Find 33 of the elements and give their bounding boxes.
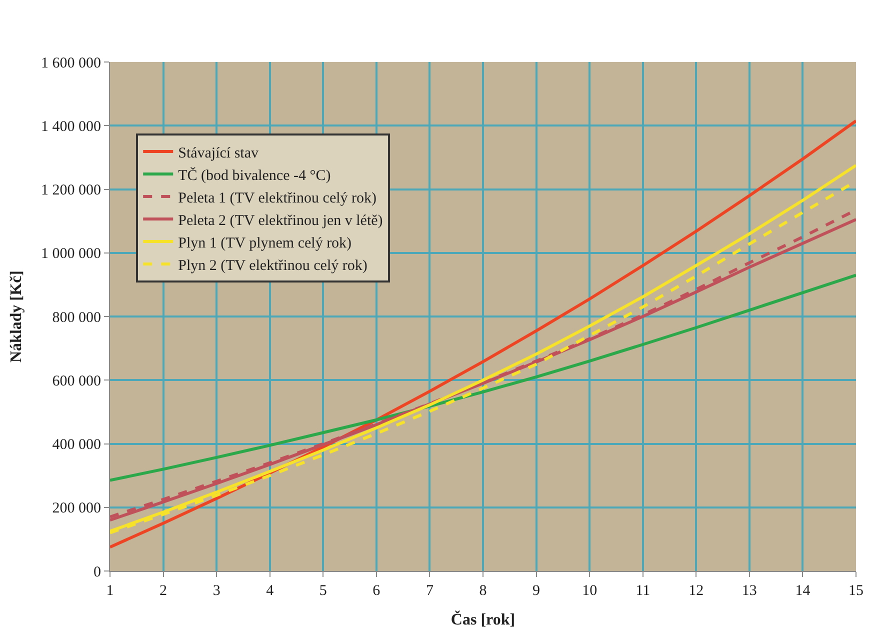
legend-label: Peleta 2 (TV elektřinou jen v létě): [178, 212, 383, 229]
x-tick-label: 4: [266, 583, 274, 599]
y-tick-label: 200 000: [52, 500, 101, 517]
legend-label: Peleta 1 (TV elektřinou celý rok): [178, 190, 377, 206]
x-tick-label: 3: [212, 583, 220, 599]
legend-label: Stávající stav: [178, 145, 260, 162]
x-tick-label: 15: [848, 583, 864, 599]
y-tick-label: 1 400 000: [41, 118, 101, 135]
legend-label: Plyn 2 (TV elektřinou celý rok): [178, 258, 368, 274]
y-tick-label: 1 600 000: [41, 55, 101, 72]
y-tick-label: 1 000 000: [41, 246, 101, 262]
x-tick-label: 14: [795, 583, 811, 599]
y-tick-label: 1 200 000: [41, 182, 101, 198]
legend-label: Plyn 1 (TV plynem celý rok): [178, 235, 352, 252]
legend-label: TČ (bod bivalence -4 °C): [178, 166, 331, 184]
line-series: [110, 274, 856, 482]
x-tick-label: 13: [742, 583, 757, 599]
x-tick-label: 11: [636, 583, 650, 599]
y-tick-label: 400 000: [52, 437, 101, 453]
y-axis-title: Náklady [Kč]: [8, 270, 25, 362]
x-tick-label: 1: [106, 583, 114, 599]
x-tick-label: 6: [372, 583, 381, 599]
x-tick-label: 9: [532, 583, 540, 599]
y-tick-label: 0: [94, 564, 101, 580]
y-tick-label: 600 000: [52, 373, 101, 390]
x-axis-title: Čas [rok]: [450, 610, 516, 629]
x-tick-label: 12: [688, 583, 704, 599]
x-tick-label: 5: [319, 583, 327, 599]
x-tick-label: 10: [582, 583, 598, 599]
y-tick-label: 800 000: [52, 310, 101, 326]
x-tick-label: 2: [160, 583, 168, 599]
x-tick-label: 7: [426, 583, 434, 599]
x-tick-label: 8: [479, 583, 487, 599]
